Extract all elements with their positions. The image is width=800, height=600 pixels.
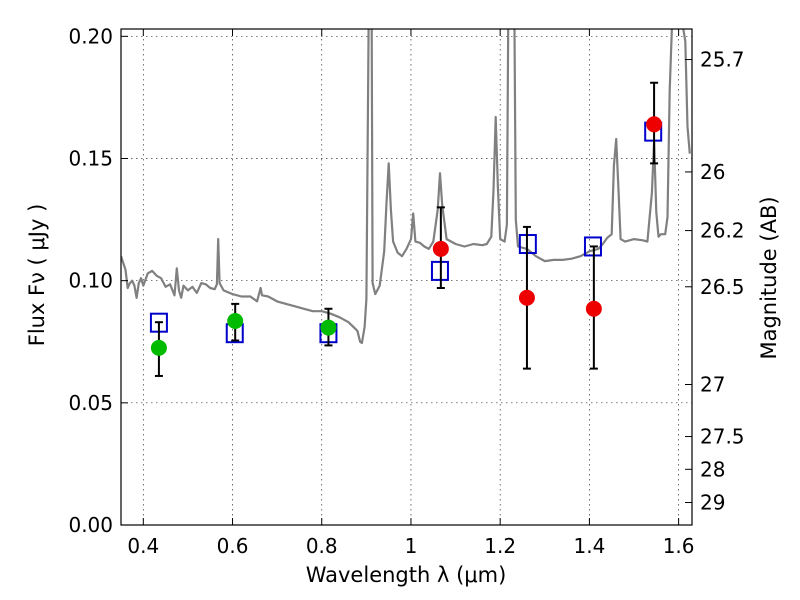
x-tick-label: 1.6 xyxy=(663,534,695,558)
y2-tick-label: 26.2 xyxy=(700,219,745,243)
plot-area xyxy=(121,29,692,525)
ticks: 0.4 0.6 0.8 1 1.2 1.4 1.6 0.00 0.05 0.10 0.15 0.20 2… xyxy=(68,24,744,558)
observed-nir-point xyxy=(432,240,449,257)
y-tick-label: 0.10 xyxy=(68,269,113,293)
model-spectrum-line xyxy=(121,29,691,345)
observed-optical-point xyxy=(320,319,337,336)
x-tick-label: 0.6 xyxy=(217,534,249,558)
y-tick-label: 0.15 xyxy=(68,146,113,170)
observed-nir-point xyxy=(518,289,535,306)
x-tick-label: 0.8 xyxy=(306,534,338,558)
y-axis-label: Flux Fν ( μJy ) xyxy=(25,204,49,347)
plot-frame xyxy=(120,28,693,526)
y2-tick-label: 26 xyxy=(700,160,725,184)
observed-optical-point xyxy=(227,312,244,329)
x-tick-label: 1.4 xyxy=(573,534,605,558)
y2-tick-label: 27 xyxy=(700,373,725,397)
observed-nir-point xyxy=(646,116,663,133)
observed-nir-point xyxy=(585,300,602,317)
y-tick-label: 0.00 xyxy=(68,513,113,537)
y2-tick-label: 29 xyxy=(700,491,725,515)
y2-tick-label: 28 xyxy=(700,457,725,481)
x-tick-label: 1.2 xyxy=(484,534,516,558)
observed-optical-point xyxy=(150,339,167,356)
y2-tick-label: 26.5 xyxy=(700,275,745,299)
x-tick-label: 0.4 xyxy=(127,534,159,558)
y2-axis-label: Magnitude (AB) xyxy=(757,196,781,359)
y-tick-label: 0.20 xyxy=(68,24,113,48)
y2-tick-label: 27.5 xyxy=(700,425,745,449)
x-tick-label: 1 xyxy=(405,534,418,558)
y-tick-label: 0.05 xyxy=(68,391,113,415)
series-layer xyxy=(121,29,691,377)
y2-tick-label: 25.7 xyxy=(700,48,745,72)
x-axis-label: Wavelength λ (μm) xyxy=(306,563,507,587)
